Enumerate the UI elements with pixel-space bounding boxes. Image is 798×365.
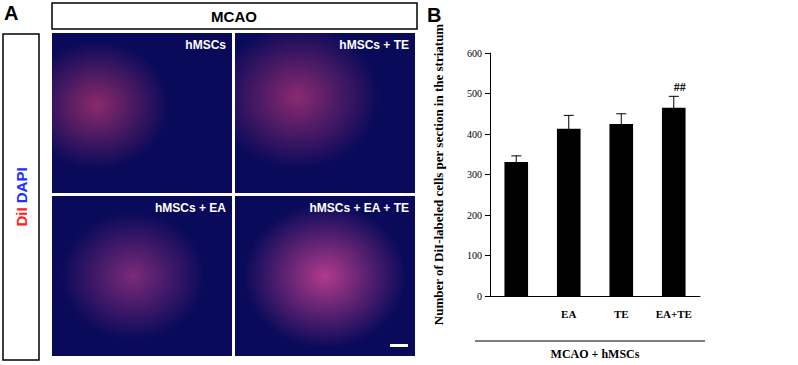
svg-text:0: 0: [477, 291, 482, 302]
svg-text:MCAO + hMSCs: MCAO + hMSCs: [551, 347, 640, 361]
svg-text:300: 300: [467, 169, 482, 180]
svg-text:B: B: [427, 4, 441, 26]
svg-text:hMSCs + EA: hMSCs + EA: [155, 201, 226, 215]
svg-text:MCAO: MCAO: [211, 8, 257, 25]
svg-text:500: 500: [467, 88, 482, 99]
svg-text:hMSCs + TE: hMSCs + TE: [339, 38, 409, 52]
svg-text:hMSCs: hMSCs: [185, 38, 226, 52]
svg-text:Number of DiI-labeled cells pe: Number of DiI-labeled cells per section …: [431, 24, 446, 326]
svg-text:A: A: [4, 2, 18, 24]
svg-text:TE: TE: [614, 308, 629, 320]
svg-text:600: 600: [467, 48, 482, 59]
svg-text:400: 400: [467, 129, 482, 140]
svg-text:DiI DAPI: DiI DAPI: [13, 167, 30, 226]
svg-text:EA+TE: EA+TE: [656, 308, 692, 320]
svg-text:100: 100: [467, 250, 482, 261]
svg-text:200: 200: [467, 210, 482, 221]
svg-text:EA: EA: [561, 308, 576, 320]
svg-text:##: ##: [674, 80, 686, 94]
svg-text:hMSCs + EA + TE: hMSCs + EA + TE: [309, 201, 409, 215]
